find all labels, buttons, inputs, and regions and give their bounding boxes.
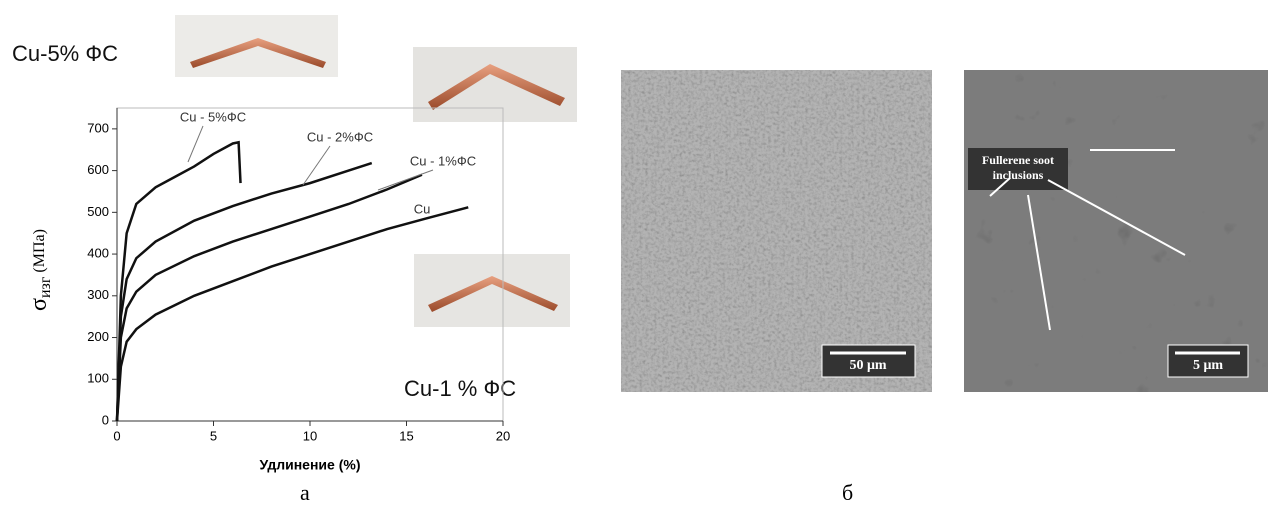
label-arrow xyxy=(378,170,433,190)
scale-label: 50 μm xyxy=(849,358,886,373)
y-subscript: изг xyxy=(37,276,54,298)
figure: 50 μm 5 μm Fullerene soot inclusions Cu-… xyxy=(0,0,1268,511)
y-tick-label: 300 xyxy=(87,287,109,302)
y-tick-label: 0 xyxy=(102,412,109,427)
curve xyxy=(117,175,422,421)
y-tick-label: 700 xyxy=(87,120,109,135)
x-tick-label: 5 xyxy=(210,428,217,443)
x-axis-label: Удлинение (%) xyxy=(260,457,361,473)
y-symbol: σ xyxy=(26,298,52,311)
label-arrow xyxy=(188,126,203,162)
x-tick-label: 10 xyxy=(303,428,317,443)
x-tick-label: 0 xyxy=(113,428,120,443)
photo xyxy=(414,254,570,327)
y-tick-label: 600 xyxy=(87,162,109,177)
y-unit: (МПа) xyxy=(31,229,48,273)
y-tick-label: 200 xyxy=(87,329,109,344)
x-tick-label: 15 xyxy=(399,428,413,443)
x-tick-label: 20 xyxy=(496,428,510,443)
panel-label: а xyxy=(300,480,310,505)
y-tick-label: 400 xyxy=(87,246,109,261)
photo xyxy=(175,15,338,77)
sem-image: 50 μm xyxy=(621,70,932,392)
sem-image: 5 μm Fullerene soot inclusions xyxy=(964,70,1268,392)
series-label: Cu - 1%ФС xyxy=(410,153,476,168)
y-tick-label: 500 xyxy=(87,204,109,219)
y-tick-label: 100 xyxy=(87,371,109,386)
sample-label: Cu-5% ФС xyxy=(12,41,118,66)
series-label: Cu xyxy=(414,201,431,216)
sample-label: Cu-1 % ФС xyxy=(404,376,516,401)
series-label: Cu - 5%ФС xyxy=(180,109,246,124)
y-axis-label: σизг (МПа) xyxy=(26,229,54,311)
curve xyxy=(117,142,241,421)
photo xyxy=(413,47,577,122)
sem-annotation: Fullerene soot inclusions xyxy=(968,148,1068,183)
scale-label: 5 μm xyxy=(1193,358,1223,373)
curve xyxy=(117,163,372,421)
panel-label: б xyxy=(842,480,853,505)
series-label: Cu - 2%ФС xyxy=(307,129,373,144)
